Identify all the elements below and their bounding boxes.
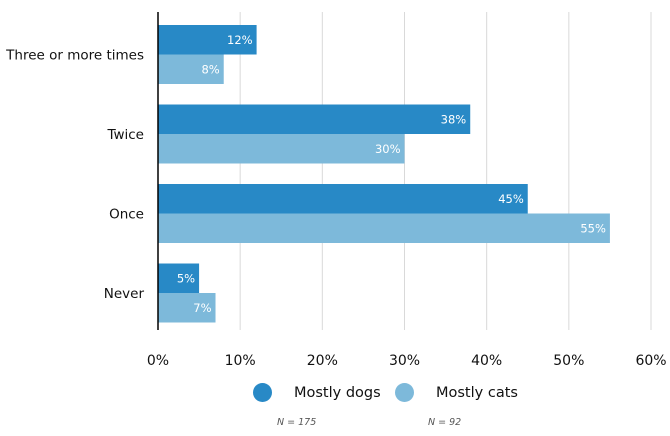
bar (158, 54, 224, 84)
x-tick-label: 30% (389, 353, 420, 369)
legend-label-dogs: Mostly dogs (294, 384, 381, 401)
bar-value-label: 30% (375, 142, 401, 156)
bar-chart: 0% 10% 20% 30% 40% 50% 60% Three or more times 1… (5, 12, 667, 369)
x-tick-label: 60% (635, 353, 666, 369)
legend-n-dogs: N = 175 (277, 417, 317, 428)
x-tick-label: 0% (147, 353, 169, 369)
x-tick-label: 50% (553, 353, 584, 369)
category-label: Never (104, 286, 145, 302)
category-label: Three or more times (5, 48, 144, 64)
bar-value-label: 38% (441, 112, 467, 126)
category-label: Once (109, 207, 144, 223)
bar (158, 263, 200, 293)
bar (158, 134, 405, 164)
x-tick-label: 40% (471, 353, 502, 369)
category-label: Twice (106, 127, 144, 143)
legend-label-cats: Mostly cats (436, 384, 518, 401)
legend: Mostly dogs N = 175 Mostly cats N = 92 (0, 380, 670, 436)
bar (158, 184, 528, 214)
bar (158, 213, 610, 243)
bar-value-label: 55% (580, 221, 606, 235)
legend-n-cats: N = 92 (428, 417, 462, 428)
legend-swatch-cats (395, 383, 414, 402)
bar-value-label: 45% (498, 192, 524, 206)
bar (158, 25, 257, 55)
bar-value-label: 5% (177, 271, 195, 285)
bar-value-label: 7% (193, 301, 211, 315)
bar (158, 104, 471, 134)
legend-item-dogs: Mostly dogs (253, 383, 381, 402)
bar-value-label: 8% (201, 62, 219, 76)
legend-item-cats: Mostly cats (395, 383, 518, 402)
x-tick-label: 10% (225, 353, 256, 369)
bar-value-label: 12% (227, 33, 253, 47)
x-tick-label: 20% (307, 353, 338, 369)
legend-swatch-dogs (253, 383, 272, 402)
bar (158, 293, 216, 323)
